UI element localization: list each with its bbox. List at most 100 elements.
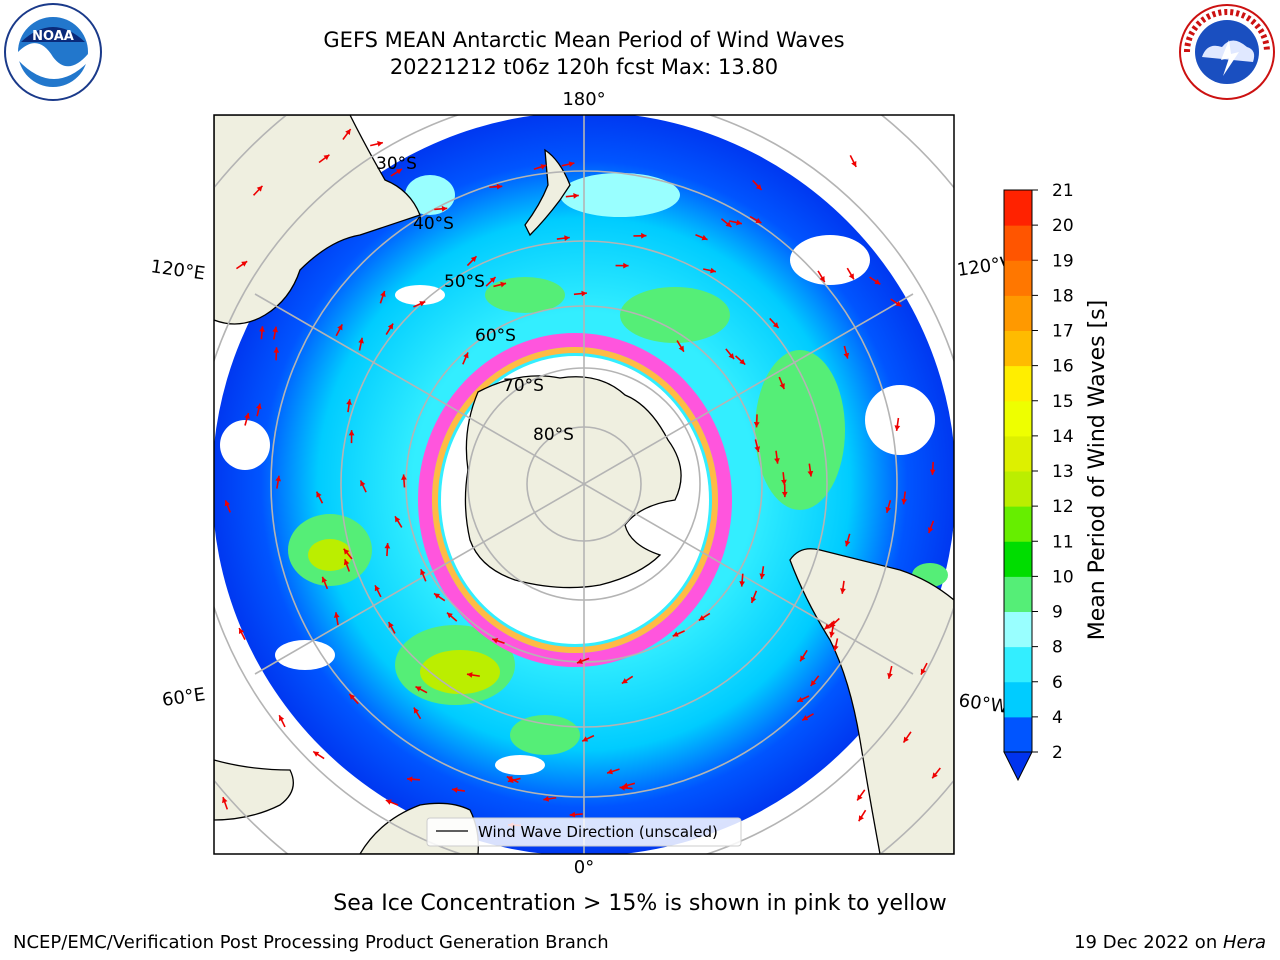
wave-arrow-head: [273, 347, 280, 353]
wave-arrow-head: [672, 631, 679, 637]
footer-credit: NCEP/EMC/Verification Post Processing Pr…: [13, 932, 609, 953]
wave-arrow-head: [470, 256, 477, 263]
colorbar-segment: [1004, 576, 1032, 612]
graticule: [214, 115, 954, 854]
wave-arrow-head: [377, 141, 383, 147]
wave-arrow-head: [576, 658, 583, 664]
colorbar-segment: [1004, 435, 1032, 472]
colorbar-tick-label: 2: [1052, 743, 1063, 763]
wave-arrow-head: [810, 680, 817, 687]
wave-arrow-head: [895, 301, 902, 307]
wave-arrow-head: [728, 353, 735, 359]
colorbar-tick-label: 9: [1052, 603, 1063, 623]
wave-arrow-head: [824, 623, 831, 630]
wave-arrow-head: [725, 221, 732, 228]
wave-arrow-head: [343, 548, 350, 555]
wave-arrow-head: [772, 322, 779, 328]
wave-arrow-head: [678, 345, 684, 352]
wave-arrow-head: [843, 352, 850, 359]
wave-arrow-head: [360, 480, 366, 487]
wave-arrow-head: [573, 193, 579, 199]
wave-arrow-head: [358, 337, 364, 344]
wave-arrow-head: [759, 573, 766, 580]
wave-arrow-head: [446, 612, 453, 619]
map-frame: [213, 114, 955, 855]
wave-arrow-head: [848, 273, 854, 280]
wave-arrow-head: [885, 506, 892, 513]
wave-arrow-head: [395, 516, 401, 523]
wave-arrow-head: [259, 326, 265, 332]
wave-arrow-head: [581, 290, 587, 297]
wave-arrow-head: [256, 403, 262, 410]
wave-arrow-head: [781, 491, 788, 498]
wave-arrow-head: [851, 160, 857, 167]
wave-arrow-head: [348, 430, 355, 436]
wave-arrow-head: [415, 686, 422, 692]
colorbar-segment: [1004, 365, 1032, 402]
wave-arrow-head: [582, 736, 589, 742]
wave-arrow-head: [755, 184, 762, 190]
wave-arrow-head: [492, 637, 499, 644]
wave-arrow-head: [569, 811, 576, 818]
wave-arrow-head: [832, 645, 839, 652]
wave-arrow-head: [619, 784, 626, 791]
wave-arrow-head: [568, 161, 575, 167]
wave-arrow-head: [901, 498, 908, 505]
wave-arrow-head: [829, 621, 836, 628]
colorbar-tick-label: 10: [1052, 567, 1074, 587]
footer-date-text: 19 Dec 2022 on: [1074, 932, 1223, 953]
colorbar-extend-arrow: [1003, 751, 1033, 782]
wave-arrow-head: [441, 205, 448, 212]
lon-label-60e: 60°E: [161, 684, 207, 711]
lon-label-60w: 60°W: [957, 690, 1009, 718]
wave-arrow-head: [753, 421, 760, 428]
wave-arrow-head: [903, 736, 909, 743]
wave-arrow-head: [920, 668, 926, 675]
wave-arrow-head: [323, 154, 330, 161]
wave-arrow-head: [466, 672, 473, 678]
lat-label-80s: 80°S: [533, 425, 574, 445]
colorbar-segment: [1004, 471, 1032, 507]
colorbar-segment: [1004, 225, 1032, 261]
wave-arrow-head: [463, 352, 469, 359]
wave-arrow-head: [374, 585, 380, 592]
colorbar-segment: [1004, 295, 1032, 331]
wave-arrow-head: [739, 581, 746, 587]
wave-arrow-head: [384, 543, 391, 549]
nws-logo: [1179, 4, 1275, 100]
lon-label-0: 0°: [574, 857, 594, 878]
colorbar-tick-label: 19: [1052, 251, 1074, 271]
wave-arrow-head: [256, 185, 263, 192]
wave-arrow-head: [819, 276, 825, 283]
colorbar-segment: [1004, 400, 1032, 437]
wave-arrow-head: [929, 469, 936, 475]
colorbar-tick-label: 17: [1052, 322, 1074, 342]
colorbar-tick-label: 20: [1052, 216, 1074, 236]
wave-arrow-head: [858, 815, 864, 822]
wave-arrow-head: [395, 168, 402, 175]
wave-arrow-head: [800, 655, 806, 662]
wave-arrow-head: [540, 164, 547, 170]
ice-caption: Sea Ice Concentration > 15% is shown in …: [333, 891, 947, 916]
wave-arrow-head: [413, 707, 420, 714]
wave-arrow-head: [489, 277, 496, 283]
wave-arrow-head: [701, 234, 708, 241]
wave-arrow-head: [452, 787, 458, 793]
lat-label-50s: 50°S: [444, 272, 485, 292]
footer-host: Hera: [1222, 932, 1266, 953]
wave-arrow-head: [275, 475, 281, 482]
colorbar-segment: [1004, 506, 1032, 542]
wave-arrow-head: [754, 446, 761, 453]
wave-arrow-head: [433, 593, 440, 599]
wave-arrow-head: [241, 261, 248, 267]
colorbar-tick-label: 18: [1052, 286, 1074, 306]
colorbar-tick-label: 12: [1052, 497, 1074, 517]
colorbar-tick-label: 11: [1052, 532, 1074, 552]
wave-arrow-head: [807, 470, 814, 477]
colorbar-segment: [1004, 541, 1032, 577]
wave-arrow-head: [698, 615, 705, 621]
svg-text:NOAA: NOAA: [32, 29, 74, 44]
wave-arrow-head: [739, 358, 746, 365]
wave-arrow-head: [641, 232, 647, 239]
legend-label: Wind Wave Direction (unscaled): [478, 823, 718, 841]
